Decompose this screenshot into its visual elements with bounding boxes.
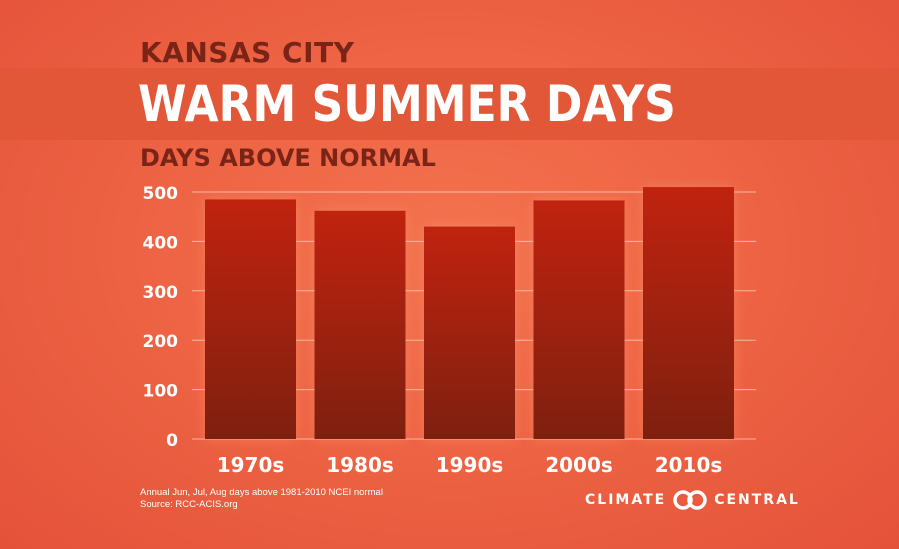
x-tick-label: 1970s — [217, 453, 285, 477]
x-tick-label: 2010s — [655, 453, 723, 477]
bar-1980s — [314, 210, 406, 439]
footnote: Annual Jun, Jul, Aug days above 1981-201… — [140, 487, 383, 511]
x-tick-label: 2000s — [545, 453, 613, 477]
chart-subtitle: DAYS ABOVE NORMAL — [140, 144, 436, 172]
x-tick-label: 1980s — [326, 453, 394, 477]
bar-2010s — [643, 187, 734, 439]
bar-1990s — [424, 226, 515, 439]
chart-title: WARM SUMMER DAYS — [138, 75, 676, 133]
y-tick-label: 300 — [143, 283, 179, 303]
y-tick-label: 0 — [166, 431, 178, 451]
climate-central-logo: CLIMATE CENTRAL — [585, 490, 800, 510]
logo-text-left: CLIMATE — [585, 492, 667, 508]
y-tick-label: 200 — [143, 332, 179, 352]
bar-2000s — [533, 200, 625, 439]
footnote-source: Source: RCC-ACIS.org — [140, 499, 238, 510]
bar-1970s — [205, 199, 296, 439]
y-tick-label: 400 — [143, 233, 179, 253]
x-tick-label: 1990s — [436, 453, 504, 477]
title-band — [0, 68, 899, 140]
y-tick-label: 500 — [143, 184, 179, 204]
chart-city: KANSAS CITY — [140, 36, 355, 69]
logo-text-right: CENTRAL — [714, 492, 800, 508]
interlocking-circles-icon — [673, 490, 707, 510]
footnote-note: Annual Jun, Jul, Aug days above 1981-201… — [140, 487, 383, 498]
y-tick-label: 100 — [143, 382, 179, 402]
